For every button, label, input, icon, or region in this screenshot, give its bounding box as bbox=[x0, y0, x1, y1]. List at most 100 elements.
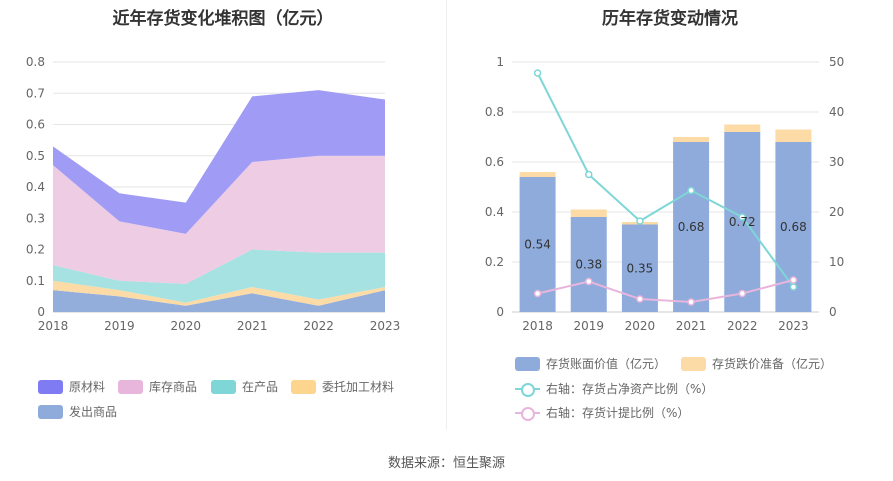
bar bbox=[570, 209, 607, 217]
chart-title-right: 历年存货变动情况 bbox=[602, 9, 738, 29]
line-point bbox=[585, 277, 593, 286]
y2-tick-label: 20 bbox=[829, 205, 844, 219]
area-series bbox=[53, 155, 385, 284]
y-tick-label: 0.3 bbox=[26, 211, 45, 225]
x-tick-label: 2018 bbox=[38, 319, 69, 333]
y-tick-label: 0.2 bbox=[485, 255, 504, 269]
legend-label: 右轴：存货占净资产比例（%） bbox=[546, 382, 714, 396]
bar-data-label: 0.54 bbox=[524, 238, 551, 252]
y-tick-label: 0.1 bbox=[26, 274, 45, 288]
inventory-stacked-area-chart: 近年存货变化堆积图（亿元） 0 0.1 0.2 0.3 0.4 0.5 0.6 0.7 0.8 2… bbox=[0, 0, 446, 430]
legend-item[interactable]: 发出商品 bbox=[38, 403, 117, 420]
legend-item[interactable]: 存货账面价值（亿元） bbox=[515, 355, 666, 372]
data-source-note: 数据来源：恒生聚源 bbox=[387, 456, 505, 471]
y-tick-label: 0.7 bbox=[26, 86, 45, 100]
y2-tick-label: 30 bbox=[829, 155, 844, 169]
chart-title-left: 近年存货变化堆积图（亿元） bbox=[112, 9, 334, 29]
legend-swatch bbox=[291, 379, 316, 394]
x-tick-label: 2023 bbox=[778, 319, 809, 333]
line-series bbox=[537, 279, 794, 304]
legend-label: 委托加工材料 bbox=[322, 380, 395, 394]
x-tick-label: 2021 bbox=[676, 319, 707, 333]
bar-data-label: 0.68 bbox=[780, 220, 807, 234]
line-point bbox=[738, 289, 746, 298]
y2-tick-label: 40 bbox=[829, 105, 844, 119]
bar-data-label: 0.72 bbox=[729, 215, 756, 229]
line-point bbox=[585, 170, 593, 179]
y2-tick-label: 0 bbox=[829, 305, 837, 319]
line-point bbox=[636, 217, 644, 225]
legend-marker bbox=[521, 406, 535, 421]
legend-label: 存货账面价值（亿元） bbox=[546, 357, 667, 371]
area-chart-plot: 0 0.1 0.2 0.3 0.4 0.5 0.6 0.7 0.8 2018 2019 2020 202… bbox=[26, 55, 401, 333]
bar bbox=[519, 177, 556, 312]
legend-swatch bbox=[681, 356, 706, 371]
bar bbox=[673, 137, 710, 142]
line-point bbox=[789, 283, 798, 291]
legend-item[interactable]: 存货跌价准备（亿元） bbox=[681, 355, 832, 372]
x-tick-label: 2022 bbox=[727, 319, 758, 333]
legend-item[interactable]: 在产品 bbox=[211, 378, 278, 395]
y2-tick-label: 50 bbox=[829, 55, 844, 69]
y-tick-label: 0.2 bbox=[26, 243, 45, 257]
line-point bbox=[789, 276, 798, 284]
area-series bbox=[53, 290, 385, 312]
y-tick-label: 0 bbox=[37, 305, 45, 319]
legend-swatch bbox=[515, 406, 540, 421]
legend-swatch bbox=[38, 379, 63, 394]
x-tick-label: 2020 bbox=[171, 319, 202, 333]
legend-label: 库存商品 bbox=[149, 380, 198, 394]
line-point bbox=[687, 186, 695, 195]
x-tick-label: 2019 bbox=[104, 319, 135, 333]
legend-swatch bbox=[515, 382, 540, 397]
line-point bbox=[636, 295, 644, 303]
y-tick-label: 1 bbox=[496, 55, 504, 69]
bar bbox=[570, 217, 607, 312]
legend-swatch bbox=[211, 379, 236, 394]
y-tick-label: 0.5 bbox=[26, 149, 45, 163]
line-point bbox=[687, 298, 695, 306]
panel-divider bbox=[446, 0, 447, 430]
line-point bbox=[738, 213, 746, 221]
bar bbox=[724, 124, 761, 132]
bar bbox=[519, 172, 556, 177]
legend-swatch bbox=[38, 404, 63, 419]
y-tick-label: 0.6 bbox=[485, 155, 504, 169]
legend-swatch bbox=[515, 356, 540, 371]
line-point bbox=[533, 69, 542, 77]
y2-tick-label: 10 bbox=[829, 255, 844, 269]
line-point bbox=[533, 289, 542, 298]
y-tick-label: 0 bbox=[496, 305, 504, 319]
x-tick-label: 2020 bbox=[625, 319, 656, 333]
legend-item[interactable]: 右轴：存货占净资产比例（%） bbox=[515, 380, 713, 397]
legend-swatch bbox=[118, 379, 143, 394]
legend-marker bbox=[521, 382, 535, 397]
inventory-change-bar-chart: 历年存货变动情况 0 0.2 0.4 0.6 0.8 1 0 10 20 30 40 50 2018 20… bbox=[447, 0, 893, 430]
line-series bbox=[536, 72, 795, 288]
legend-label: 在产品 bbox=[242, 380, 279, 394]
legend-label: 右轴：存货计提比例（%） bbox=[546, 406, 690, 420]
x-tick-label: 2021 bbox=[237, 319, 268, 333]
y-tick-label: 0.4 bbox=[485, 205, 504, 219]
area-series bbox=[53, 90, 385, 234]
legend-label: 原材料 bbox=[69, 380, 106, 394]
bar-data-label: 0.68 bbox=[678, 220, 705, 234]
x-tick-label: 2018 bbox=[522, 319, 553, 333]
y-tick-label: 0.8 bbox=[26, 55, 45, 69]
legend-item[interactable]: 原材料 bbox=[38, 378, 105, 395]
y-tick-label: 0.8 bbox=[485, 105, 504, 119]
area-series bbox=[53, 280, 385, 306]
area-series bbox=[53, 249, 385, 303]
bar bbox=[673, 142, 710, 312]
y-tick-label: 0.6 bbox=[26, 118, 45, 132]
legend-label: 发出商品 bbox=[69, 405, 118, 419]
legend-item[interactable]: 委托加工材料 bbox=[291, 378, 394, 395]
x-tick-label: 2022 bbox=[303, 319, 334, 333]
legend-item[interactable]: 库存商品 bbox=[118, 378, 197, 395]
legend-item[interactable]: 右轴：存货计提比例（%） bbox=[515, 404, 689, 421]
x-tick-label: 2019 bbox=[573, 319, 604, 333]
bar-data-label: 0.35 bbox=[627, 261, 654, 275]
x-tick-label: 2023 bbox=[370, 319, 401, 333]
bar bbox=[775, 129, 812, 142]
